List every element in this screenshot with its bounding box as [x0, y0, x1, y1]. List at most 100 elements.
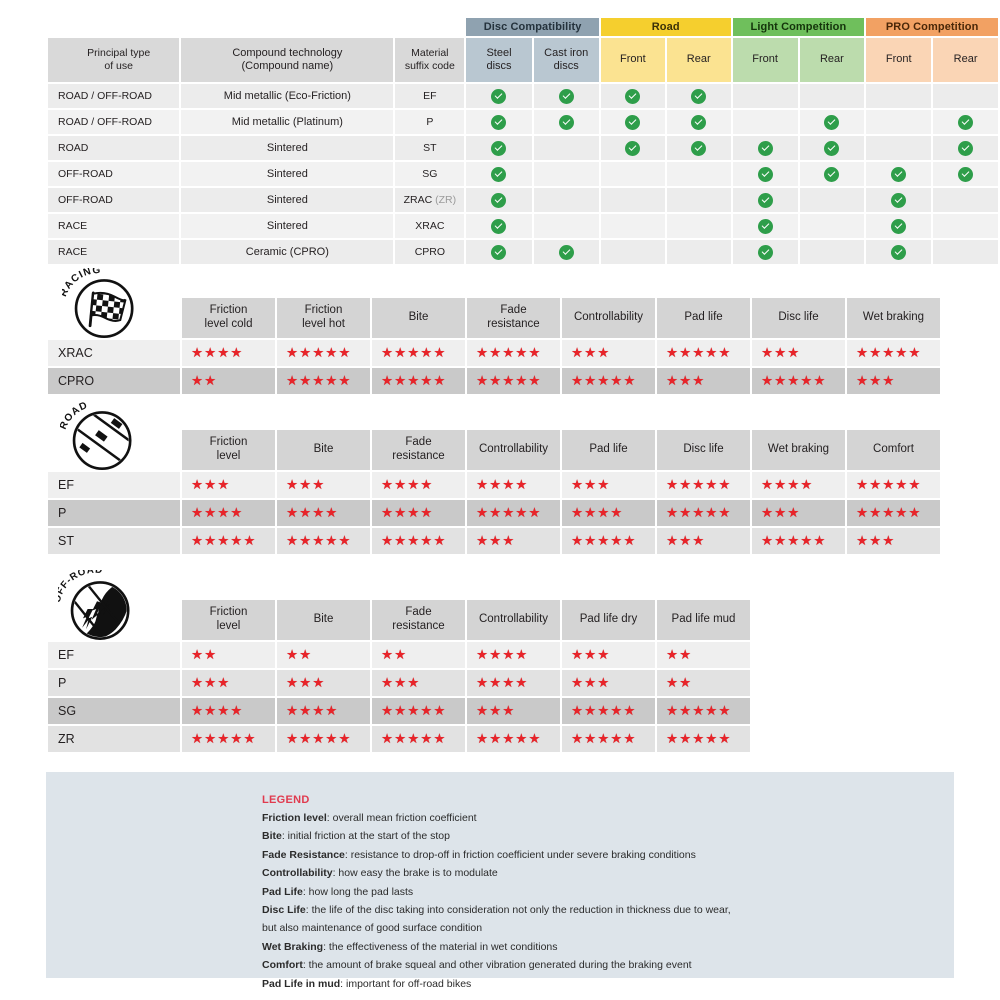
compatibility-cell: [799, 188, 865, 212]
legend-description: but also maintenance of good surface con…: [262, 922, 483, 935]
column-header: Rear: [799, 38, 865, 82]
star-rating: ★★★★★: [856, 477, 922, 493]
rating-column-header: Friction level cold: [182, 298, 275, 338]
compatibility-cell: [666, 188, 731, 212]
check-circle-icon: [958, 114, 974, 130]
column-header: Front: [732, 38, 798, 82]
legend-description: : the life of the disc taking into consi…: [305, 904, 731, 917]
material-code-alias: (ZR): [432, 193, 457, 206]
star-rating: ★★★: [571, 345, 611, 361]
compatibility-cell: [866, 110, 932, 134]
legend-entry: Bite: initial friction at the start of t…: [262, 829, 934, 844]
star-rating: ★★★: [856, 533, 896, 549]
rating-cell: ★★★: [182, 472, 275, 498]
principal-use-cell: OFF-ROAD: [48, 188, 180, 212]
star-rating: ★★★: [381, 675, 421, 691]
rating-column-header: Controllability: [562, 298, 655, 338]
table-row: RACE Ceramic (CPRO) CPRO: [48, 240, 998, 264]
rating-cell: ★★★: [372, 670, 465, 696]
rating-cell: ★★★: [847, 368, 940, 394]
star-rating: ★★: [666, 675, 693, 691]
star-rating: ★★★★★: [381, 345, 447, 361]
star-rating: ★★★★★: [476, 345, 542, 361]
check-circle-icon: [491, 140, 507, 156]
rating-column-header: Disc life: [657, 430, 750, 470]
legend-term: Disc Life: [262, 904, 306, 917]
star-rating: ★★★★: [191, 703, 244, 719]
rating-column-header: Controllability: [467, 430, 560, 470]
column-header: Rear: [933, 38, 998, 82]
check-circle-icon: [891, 244, 907, 260]
rating-column-header: Wet braking: [752, 430, 845, 470]
compatibility-cell: [666, 136, 731, 160]
legend-entry: Pad Life in mud: important for off-road …: [262, 977, 934, 992]
compatibility-cell: [600, 240, 665, 264]
check-circle-icon: [757, 244, 773, 260]
check-circle-icon: [625, 88, 641, 104]
rating-cell: ★★★★★: [277, 528, 370, 554]
star-rating: ★★★★★: [856, 505, 922, 521]
compatibility-cell: [666, 214, 731, 238]
compound-label-cell: ZR: [48, 726, 180, 752]
check-circle-icon: [491, 88, 507, 104]
star-rating: ★★: [381, 647, 408, 663]
principal-use-cell: OFF-ROAD: [48, 162, 180, 186]
road-ratings-table: Friction level Bite Fade resistance Controlla…: [46, 428, 942, 556]
category-header-disc: Disc Compatibility: [466, 18, 599, 36]
legend-term: Pad Life in mud: [262, 977, 341, 990]
star-rating: ★★★: [191, 477, 231, 493]
check-circle-icon: [491, 192, 507, 208]
table-row: ZR ★★★★★ ★★★★★ ★★★★★ ★★★★★ ★★★★★ ★★★★★: [48, 726, 750, 752]
rating-cell: ★★★★★: [372, 698, 465, 724]
star-rating: ★★★★: [191, 345, 244, 361]
legend-description: : resistance to drop-off in friction coe…: [344, 848, 696, 861]
star-rating: ★★: [191, 647, 218, 663]
rating-header-row: Friction level Bite Fade resistance Controlla…: [48, 600, 750, 640]
check-circle-icon: [691, 88, 707, 104]
compound-technology-cell: Sintered: [181, 162, 394, 186]
principal-use-cell: ROAD / OFF-ROAD: [48, 110, 180, 134]
racing-table-body: Friction level cold Friction level hot Bite F…: [48, 298, 940, 394]
compound-label-cell: EF: [48, 472, 180, 498]
star-rating: ★★★: [666, 533, 706, 549]
star-rating: ★★★: [286, 477, 326, 493]
rating-cell: ★★★★★: [277, 726, 370, 752]
compatibility-cell: [466, 162, 532, 186]
column-header: Rear: [666, 38, 731, 82]
star-rating: ★★: [286, 647, 313, 663]
rating-cell: ★★★★: [372, 472, 465, 498]
table-row: SG ★★★★ ★★★★ ★★★★★ ★★★ ★★★★★ ★★★★★: [48, 698, 750, 724]
star-rating: ★★★★★: [381, 533, 447, 549]
compatibility-cell: [600, 162, 665, 186]
check-circle-icon: [891, 166, 907, 182]
category-header-row: Disc Compatibility Road Light Competition P…: [48, 18, 998, 36]
rating-cell: ★★★★★: [372, 726, 465, 752]
rating-column-header: Friction level: [182, 430, 275, 470]
table-row: RACE Sintered XRAC: [48, 214, 998, 238]
rating-cell: ★★★★: [182, 500, 275, 526]
compatibility-cell: [866, 136, 932, 160]
rating-cell: ★★★★★: [372, 368, 465, 394]
legend-entry: Friction level: overall mean friction co…: [262, 811, 934, 826]
rating-cell: ★★★★★: [467, 500, 560, 526]
principal-use-cell: RACE: [48, 240, 180, 264]
category-header-pro: PRO Competition: [866, 18, 998, 36]
compound-label-cell: P: [48, 500, 180, 526]
star-rating: ★★★★★: [666, 731, 732, 747]
rating-column-header: Bite: [277, 430, 370, 470]
rating-cell: ★★★★★: [562, 698, 655, 724]
offroad-ratings-table: Friction level Bite Fade resistance Controlla…: [46, 598, 752, 754]
check-circle-icon: [691, 140, 707, 156]
star-rating: ★★★★: [191, 505, 244, 521]
road-table-body: Friction level Bite Fade resistance Controlla…: [48, 430, 940, 554]
material-code-cell: CPRO: [395, 240, 465, 264]
legend-entry: Disc Life: the life of the disc taking i…: [262, 903, 934, 918]
star-rating: ★★★★: [571, 505, 624, 521]
rating-cell: ★★★★★: [657, 726, 750, 752]
material-code-cell: XRAC: [395, 214, 465, 238]
rating-column-header: Friction level hot: [277, 298, 370, 338]
star-rating: ★★★★★: [286, 731, 352, 747]
rating-cell: ★★★★★: [847, 472, 940, 498]
compatibility-cell: [732, 162, 798, 186]
